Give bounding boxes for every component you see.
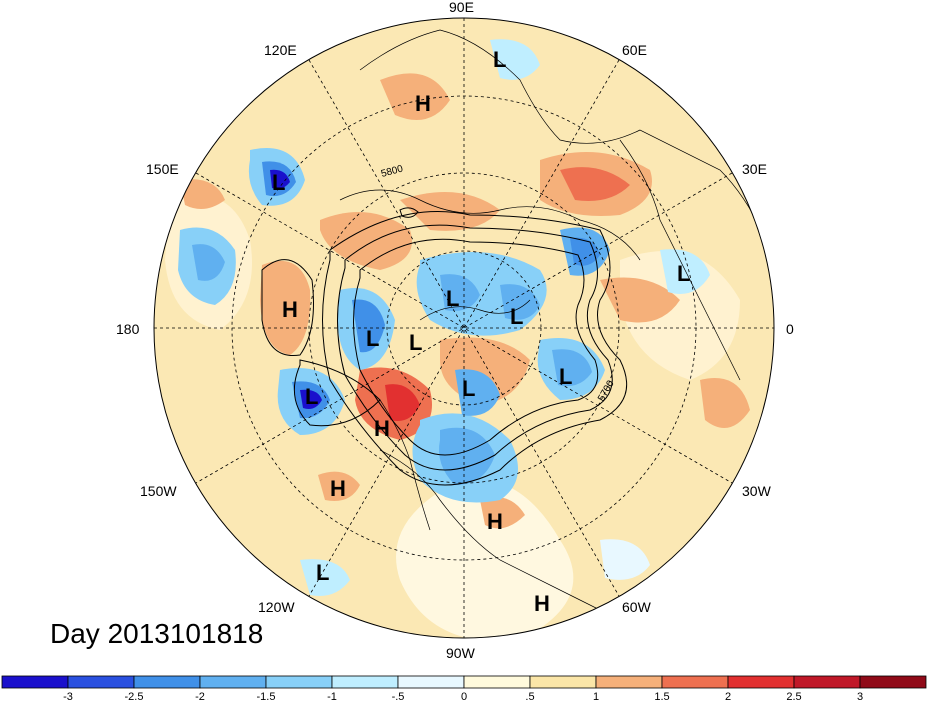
low-marker: L (493, 47, 506, 72)
colorbar-swatch (199, 675, 267, 689)
colorbar-swatch (133, 675, 201, 689)
low-marker: L (305, 384, 318, 409)
colorbar-tick-label: -2.5 (125, 691, 144, 702)
lon-label: 60W (622, 599, 652, 615)
high-marker: H (282, 297, 298, 322)
colorbar-swatch (397, 675, 465, 689)
lon-label: 90W (446, 645, 476, 661)
colorbar-tick-label: 0 (461, 691, 467, 702)
colorbar-tick-label: -2 (195, 691, 205, 702)
colorbar-swatch (265, 675, 333, 689)
height-contours (261, 207, 628, 486)
colorbar-tick-label: 1.5 (654, 691, 669, 702)
low-marker: L (677, 261, 690, 286)
colorbar-swatch (727, 675, 795, 689)
colorbar-swatch (529, 675, 597, 689)
lon-label: 60E (622, 42, 647, 58)
colorbar-tick-label: 3 (857, 691, 863, 702)
colorbar-tick-label: -1.5 (257, 691, 276, 702)
colorbar-swatch (595, 675, 663, 689)
lon-label: 180 (116, 321, 140, 337)
high-marker: H (487, 509, 503, 534)
low-marker: L (272, 170, 285, 195)
date-title: Day 2013101818 (50, 618, 264, 649)
colorbar-tick-label: -1 (327, 691, 337, 702)
low-marker: L (409, 330, 422, 355)
colorbar-swatch (67, 675, 135, 689)
lon-label: 0 (786, 321, 794, 337)
low-marker: L (316, 560, 329, 585)
colorbar-tick-label: .5 (525, 691, 534, 702)
low-marker: L (559, 364, 572, 389)
lon-label: 30W (742, 483, 772, 499)
colorbar-swatch (331, 675, 399, 689)
lon-label: 120E (264, 42, 297, 58)
colorbar-tick-label: -3 (63, 691, 73, 702)
pressure-centers: L H L L H L L L L L L L H H H L H (272, 47, 690, 616)
high-marker: H (534, 591, 550, 616)
longitude-labels: 90E 60E 30E 0 30W 60W 90W 120W 150W 180 … (116, 0, 794, 661)
low-marker: L (510, 304, 523, 329)
colorbar-tick-label: 1 (593, 691, 599, 702)
high-marker: H (415, 91, 431, 116)
high-marker: H (330, 476, 346, 501)
lon-label: 120W (258, 599, 295, 615)
colorbar-swatch (859, 675, 927, 689)
lon-label: 30E (742, 161, 767, 177)
low-marker: L (462, 376, 475, 401)
high-marker: H (374, 416, 390, 441)
colorbar-swatch (463, 675, 531, 689)
colorbar-tick-label: 2.5 (786, 691, 801, 702)
colorbar-tick-label: -.5 (392, 691, 405, 702)
colorbar-swatch (1, 675, 69, 689)
colorbar-swatch (793, 675, 861, 689)
lon-label: 90E (449, 0, 474, 15)
colorbar-swatch (661, 675, 729, 689)
lon-label: 150W (140, 483, 177, 499)
lon-label: 150E (146, 161, 179, 177)
colorbar-tick-label: 2 (725, 691, 731, 702)
colorbar: -3 -2.5 -2 -1.5 -1 -.5 0 .5 1 1.5 2 2.5 3 (1, 675, 927, 702)
low-marker: L (366, 326, 379, 351)
graticule (154, 18, 774, 638)
map-border (153, 17, 775, 639)
low-marker: L (446, 286, 459, 311)
